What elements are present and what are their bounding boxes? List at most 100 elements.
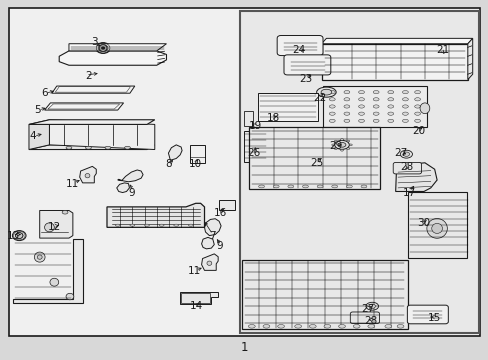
Ellipse shape	[99, 45, 107, 51]
Ellipse shape	[387, 112, 393, 115]
Ellipse shape	[334, 140, 348, 149]
Text: 8: 8	[165, 159, 172, 169]
Ellipse shape	[258, 185, 264, 188]
Ellipse shape	[338, 324, 345, 328]
Text: 14: 14	[190, 301, 203, 311]
Text: 30: 30	[417, 218, 429, 228]
Ellipse shape	[340, 139, 343, 140]
Ellipse shape	[343, 105, 349, 108]
Ellipse shape	[329, 105, 334, 108]
Ellipse shape	[96, 42, 110, 53]
Text: 19: 19	[248, 121, 261, 131]
Ellipse shape	[340, 149, 343, 151]
Ellipse shape	[402, 105, 407, 108]
Ellipse shape	[66, 146, 72, 149]
Ellipse shape	[368, 304, 375, 309]
Ellipse shape	[334, 148, 337, 149]
Ellipse shape	[360, 185, 366, 188]
Ellipse shape	[66, 293, 74, 300]
Text: 28: 28	[364, 316, 377, 325]
Ellipse shape	[302, 185, 308, 188]
Ellipse shape	[309, 324, 316, 328]
Ellipse shape	[85, 174, 90, 178]
Ellipse shape	[431, 224, 442, 233]
Text: 22: 22	[313, 93, 326, 103]
Polygon shape	[321, 44, 467, 80]
Polygon shape	[201, 254, 218, 270]
Text: 15: 15	[427, 313, 440, 323]
Ellipse shape	[105, 146, 111, 149]
Ellipse shape	[321, 89, 331, 95]
Ellipse shape	[419, 103, 429, 114]
Ellipse shape	[159, 224, 163, 226]
Ellipse shape	[337, 143, 345, 147]
Text: 16: 16	[213, 208, 226, 218]
Ellipse shape	[352, 324, 359, 328]
Ellipse shape	[317, 185, 323, 188]
Text: 25: 25	[309, 158, 323, 168]
Bar	[239, 11, 478, 333]
Ellipse shape	[358, 98, 364, 101]
Ellipse shape	[62, 211, 68, 214]
Ellipse shape	[367, 324, 374, 328]
Polygon shape	[29, 145, 155, 149]
Ellipse shape	[387, 119, 393, 122]
Polygon shape	[29, 120, 49, 149]
Text: 7: 7	[209, 231, 216, 240]
Ellipse shape	[343, 119, 349, 122]
Ellipse shape	[343, 112, 349, 115]
Bar	[219, 200, 234, 211]
Polygon shape	[180, 292, 217, 304]
Ellipse shape	[358, 112, 364, 115]
Polygon shape	[29, 120, 155, 125]
Ellipse shape	[343, 98, 349, 101]
Ellipse shape	[316, 87, 335, 97]
Text: 23: 23	[298, 74, 311, 84]
Ellipse shape	[414, 105, 420, 108]
Text: 9: 9	[216, 241, 223, 251]
Polygon shape	[44, 103, 123, 110]
Ellipse shape	[358, 119, 364, 122]
Text: 5: 5	[34, 105, 41, 115]
Text: 11: 11	[66, 179, 80, 189]
Ellipse shape	[334, 140, 337, 142]
Bar	[181, 293, 210, 303]
Text: 6: 6	[41, 88, 48, 98]
Bar	[249, 127, 379, 189]
Text: 17: 17	[402, 188, 415, 198]
Text: 11: 11	[188, 266, 201, 276]
Ellipse shape	[403, 152, 409, 156]
Text: 28: 28	[399, 162, 412, 172]
FancyBboxPatch shape	[284, 55, 330, 75]
Ellipse shape	[130, 224, 135, 226]
Ellipse shape	[372, 90, 378, 94]
Ellipse shape	[331, 185, 337, 188]
Bar	[189, 145, 204, 163]
Text: 29: 29	[329, 141, 342, 151]
Ellipse shape	[273, 185, 279, 188]
Text: 2: 2	[85, 71, 92, 81]
Bar	[242, 260, 407, 329]
Ellipse shape	[287, 185, 293, 188]
Ellipse shape	[329, 119, 334, 122]
Ellipse shape	[414, 112, 420, 115]
Text: 13: 13	[7, 231, 20, 240]
Polygon shape	[204, 219, 221, 235]
Ellipse shape	[346, 148, 349, 149]
Ellipse shape	[263, 324, 269, 328]
Ellipse shape	[124, 146, 130, 149]
Ellipse shape	[414, 90, 420, 94]
Bar	[243, 131, 267, 162]
Ellipse shape	[346, 185, 351, 188]
FancyBboxPatch shape	[392, 162, 421, 174]
Polygon shape	[52, 86, 135, 93]
Bar	[322, 86, 427, 127]
Text: 26: 26	[247, 148, 260, 158]
Polygon shape	[107, 203, 204, 227]
Ellipse shape	[384, 324, 391, 328]
Ellipse shape	[329, 112, 334, 115]
Text: 12: 12	[48, 222, 61, 231]
Ellipse shape	[396, 324, 403, 328]
Ellipse shape	[50, 278, 59, 286]
Ellipse shape	[188, 224, 193, 226]
